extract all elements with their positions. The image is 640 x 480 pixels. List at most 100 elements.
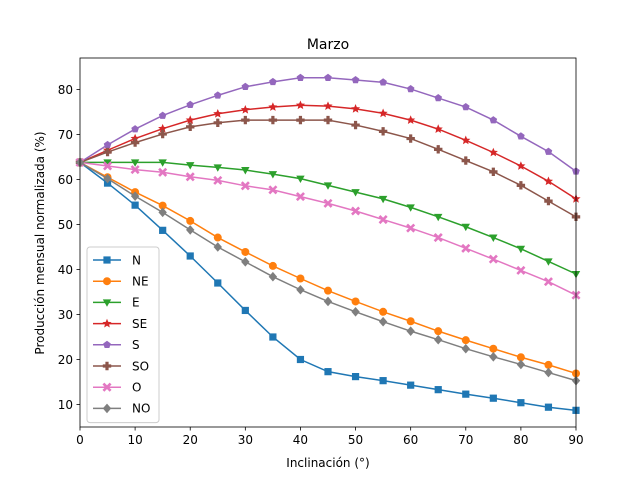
data-point-se-40 <box>295 100 306 110</box>
data-point-s-85 <box>544 147 553 155</box>
data-point-e-65 <box>434 213 443 222</box>
data-point-s-5 <box>103 140 112 149</box>
data-point-o-25 <box>213 175 223 185</box>
y-axis-label: Producción mensual normalizada (%) <box>33 131 47 354</box>
data-point-o-55 <box>378 215 388 225</box>
data-point-so-35 <box>268 115 278 125</box>
data-point-s-55 <box>379 78 387 86</box>
legend-label-e: E <box>132 296 140 310</box>
data-point-e-35 <box>268 171 278 179</box>
data-point-s-20 <box>186 100 195 109</box>
data-point-se-20 <box>185 115 195 124</box>
data-point-s-35 <box>269 77 277 86</box>
legend: N NE E SE S SO O NO <box>86 246 160 424</box>
chart-title: Marzo <box>307 37 349 53</box>
y-tick-label: 50 <box>58 218 73 232</box>
axes-layer: 0 10 20 30 40 50 60 70 80 90 10 20 30 40 50 60 70 80 <box>58 57 584 447</box>
legend-entry-ne: NE <box>93 275 149 289</box>
data-point-no-10 <box>130 191 140 201</box>
data-point-n-45 <box>324 368 332 376</box>
data-point-so-75 <box>489 167 498 177</box>
legend-marker-e <box>102 299 112 307</box>
y-tick-label: 20 <box>58 353 73 367</box>
data-point-no-65 <box>434 334 443 345</box>
y-tick-label: 10 <box>58 398 73 412</box>
data-point-se-45 <box>323 101 333 111</box>
data-point-no-5 <box>103 173 112 184</box>
data-point-e-10 <box>130 159 140 167</box>
data-point-no-50 <box>351 307 360 317</box>
x-tick-label: 80 <box>513 433 528 447</box>
data-point-n-25 <box>214 279 222 287</box>
legend-label-so: SO <box>132 359 149 373</box>
data-point-n-40 <box>296 355 305 364</box>
data-point-e-45 <box>323 182 333 190</box>
axes-frame <box>79 57 577 428</box>
data-point-se-35 <box>268 102 278 111</box>
data-point-e-25 <box>213 164 222 172</box>
data-point-o-30 <box>240 181 250 191</box>
data-point-se-70 <box>461 135 471 145</box>
x-tick-label: 40 <box>293 433 308 447</box>
y-tick-label: 70 <box>58 128 73 142</box>
data-point-ne-85 <box>544 360 553 369</box>
data-point-ne-35 <box>268 261 277 270</box>
data-point-se-80 <box>516 161 526 170</box>
x-tick-label: 70 <box>458 433 473 447</box>
data-point-o-40 <box>295 192 305 202</box>
data-point-s-25 <box>213 91 222 99</box>
data-point-ne-60 <box>406 317 415 326</box>
data-point-e-30 <box>241 167 250 175</box>
data-point-s-75 <box>489 116 498 124</box>
data-point-o-35 <box>268 185 278 195</box>
data-point-so-40 <box>296 115 305 125</box>
data-point-no-40 <box>296 284 305 295</box>
legend-label-se: SE <box>132 317 147 331</box>
data-point-ne-80 <box>516 353 525 362</box>
data-point-so-10 <box>130 138 140 147</box>
data-point-no-35 <box>268 271 278 282</box>
data-point-ne-20 <box>186 216 195 225</box>
data-point-no-20 <box>186 225 195 235</box>
data-point-s-60 <box>406 85 415 93</box>
data-point-se-75 <box>488 147 498 157</box>
y-tick-label: 60 <box>58 173 73 187</box>
data-point-s-40 <box>296 73 305 82</box>
data-point-so-15 <box>158 129 167 139</box>
data-point-so-80 <box>516 181 526 190</box>
data-point-n-80 <box>517 399 525 407</box>
legend-entry-so: SO <box>93 359 149 373</box>
data-point-n-85 <box>544 403 553 411</box>
data-point-n-75 <box>489 394 497 402</box>
data-point-so-60 <box>406 134 415 143</box>
y-tick-label: 80 <box>58 83 73 97</box>
data-point-o-45 <box>323 198 333 208</box>
data-point-no-45 <box>323 296 333 307</box>
data-point-n-65 <box>434 386 442 394</box>
x-tick-label: 90 <box>568 433 583 447</box>
data-point-ne-30 <box>241 247 250 256</box>
data-point-ne-70 <box>461 336 470 345</box>
data-point-so-30 <box>241 115 250 125</box>
data-point-s-80 <box>517 132 525 140</box>
legend-marker-ne <box>103 277 111 286</box>
legend-marker-n <box>103 256 111 264</box>
legend-entry-s: S <box>93 338 140 352</box>
legend-label-no: NO <box>132 402 150 416</box>
data-point-o-65 <box>433 233 443 243</box>
legend-entry-se: SE <box>93 317 147 331</box>
legend-marker-no <box>102 403 112 414</box>
data-point-o-5 <box>103 161 113 171</box>
data-point-se-65 <box>433 124 443 133</box>
data-point-s-45 <box>324 73 332 82</box>
data-point-no-70 <box>461 343 470 354</box>
data-point-no-15 <box>158 207 167 218</box>
data-point-no-30 <box>241 257 250 267</box>
data-point-so-55 <box>378 127 388 136</box>
data-point-ne-50 <box>351 297 360 306</box>
x-tick-label: 50 <box>348 433 363 447</box>
data-point-no-60 <box>406 326 415 336</box>
data-point-e-50 <box>351 189 360 197</box>
x-tick-label: 30 <box>238 433 253 447</box>
data-point-n-35 <box>269 333 277 341</box>
